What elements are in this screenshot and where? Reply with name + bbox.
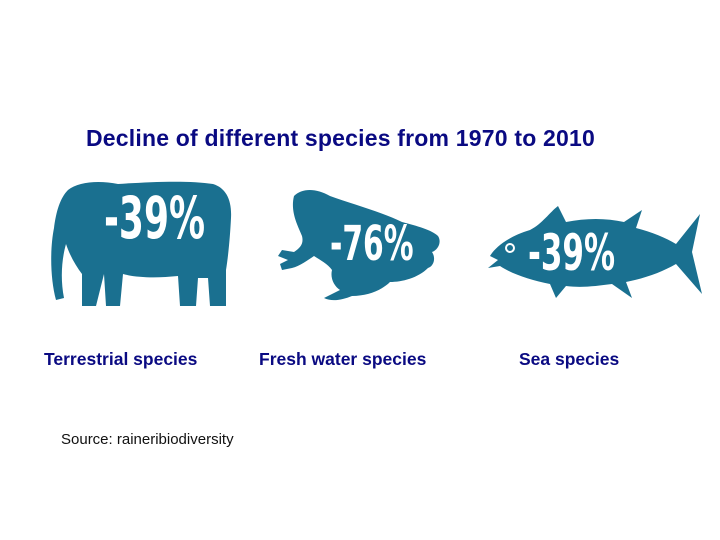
fish-icon: -39% xyxy=(486,202,711,302)
label-freshwater: Fresh water species xyxy=(259,349,427,369)
freshwater-percent: -76% xyxy=(330,216,414,272)
source-note: Source: raineribiodiversity xyxy=(61,431,234,448)
label-sea: Sea species xyxy=(519,349,620,369)
sea-percent: -39% xyxy=(528,224,616,282)
frog-icon: -76% xyxy=(272,186,447,308)
chart-title: Decline of different species from 1970 t… xyxy=(86,125,596,151)
label-terrestrial: Terrestrial species xyxy=(44,349,198,369)
terrestrial-percent: -39% xyxy=(104,184,206,252)
elephant-icon: -39% xyxy=(48,178,238,313)
